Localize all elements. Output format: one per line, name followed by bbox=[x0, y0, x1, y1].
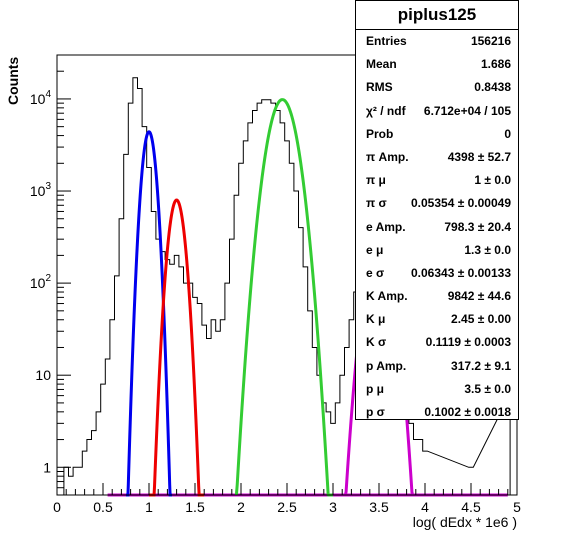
stats-key: Prob bbox=[366, 126, 394, 141]
stats-key: p μ bbox=[366, 381, 385, 396]
stats-rows: Entries 156216 Mean 1.686 RMS 0.8438 χ² / ndf 6… bbox=[356, 30, 518, 424]
stats-row: K Amp. 9842 ± 44.6 bbox=[356, 285, 518, 308]
stats-value: 6.712e+04 / 105 bbox=[423, 103, 511, 118]
stats-key: K μ bbox=[366, 312, 386, 327]
stats-key: π μ bbox=[366, 173, 386, 188]
x-tick-label: 3 bbox=[329, 499, 337, 515]
y-tick-label: 103 bbox=[30, 181, 52, 199]
x-tick-label: 1.5 bbox=[185, 499, 205, 515]
stats-row: K μ 2.45 ± 0.00 bbox=[356, 308, 518, 331]
stats-value: 1.3 ± 0.0 bbox=[464, 242, 511, 257]
y-axis-label: Counts bbox=[5, 57, 21, 105]
stats-key: e σ bbox=[366, 265, 385, 280]
x-tick-label: 4.5 bbox=[461, 499, 481, 515]
stats-key: Entries bbox=[366, 34, 407, 48]
stats-value: 1.686 bbox=[480, 57, 511, 72]
stats-key: RMS bbox=[366, 80, 393, 95]
x-tick-label: 2 bbox=[237, 499, 245, 515]
stats-value: 4398 ± 52.7 bbox=[447, 149, 511, 164]
x-tick-label: 5 bbox=[513, 499, 521, 515]
stats-row: Prob 0 bbox=[356, 123, 518, 146]
stats-row: χ² / ndf 6.712e+04 / 105 bbox=[356, 100, 518, 123]
x-tick-label: 3.5 bbox=[369, 499, 389, 515]
x-tick-label: 1 bbox=[145, 499, 153, 515]
stats-value: 1 ± 0.0 bbox=[474, 173, 511, 188]
stats-row: e σ 0.06343 ± 0.00133 bbox=[356, 262, 518, 285]
stats-value: 0.1002 ± 0.0018 bbox=[424, 405, 511, 419]
electron-fit-curve bbox=[149, 198, 205, 497]
stats-row: p μ 3.5 ± 0.0 bbox=[356, 378, 518, 401]
stats-value: 317.2 ± 9.1 bbox=[451, 358, 511, 373]
stats-row: Mean 1.686 bbox=[356, 53, 518, 76]
stats-key: π σ bbox=[366, 196, 387, 211]
stats-value: 9842 ± 44.6 bbox=[447, 289, 511, 304]
stats-row: e Amp. 798.3 ± 20.4 bbox=[356, 216, 518, 239]
stats-title: piplus125 bbox=[356, 1, 518, 30]
stats-key: p σ bbox=[366, 405, 385, 419]
pion-fit-curve bbox=[126, 130, 172, 497]
x-tick-label: 0 bbox=[53, 499, 61, 515]
x-tick-label: 2.5 bbox=[277, 499, 297, 515]
stats-value: 0.05354 ± 0.00049 bbox=[410, 196, 511, 211]
kaon-fit-curve bbox=[234, 98, 333, 497]
stats-value: 156216 bbox=[470, 34, 511, 48]
stats-row: K σ 0.1119 ± 0.0003 bbox=[356, 331, 518, 354]
stats-value: 0.06343 ± 0.00133 bbox=[410, 265, 511, 280]
stats-row: Entries 156216 bbox=[356, 30, 518, 53]
stats-value: 3.5 ± 0.0 bbox=[464, 381, 511, 396]
stats-key: e Amp. bbox=[366, 219, 406, 234]
stats-key: e μ bbox=[366, 242, 384, 257]
stats-row: π σ 0.05354 ± 0.00049 bbox=[356, 192, 518, 215]
stats-key: Mean bbox=[366, 57, 397, 72]
stats-key: K Amp. bbox=[366, 289, 408, 304]
y-tick-label: 102 bbox=[30, 273, 52, 291]
stats-key: π Amp. bbox=[366, 149, 409, 164]
y-tick-label: 10 bbox=[35, 367, 51, 383]
stats-value: 0.8438 bbox=[474, 80, 511, 95]
stats-value: 0.1119 ± 0.0003 bbox=[425, 335, 511, 350]
y-tick-label: 1 bbox=[43, 459, 51, 475]
stats-value: 0 bbox=[504, 126, 511, 141]
x-tick-label: 4 bbox=[421, 499, 429, 515]
x-axis-label: log( dEdx * 1e6 ) bbox=[413, 514, 517, 530]
stats-row: e μ 1.3 ± 0.0 bbox=[356, 239, 518, 262]
x-tick-label: 0.5 bbox=[93, 499, 113, 515]
stats-box: piplus125 Entries 156216 Mean 1.686 RMS 0.843… bbox=[355, 0, 519, 420]
stats-key: p Amp. bbox=[366, 358, 407, 373]
stats-row: RMS 0.8438 bbox=[356, 76, 518, 99]
y-tick-label: 104 bbox=[30, 89, 52, 107]
stats-row: π Amp. 4398 ± 52.7 bbox=[356, 146, 518, 169]
stats-key: K σ bbox=[366, 335, 387, 350]
stats-row: π μ 1 ± 0.0 bbox=[356, 169, 518, 192]
stats-row: p σ 0.1002 ± 0.0018 bbox=[356, 401, 518, 424]
stats-row: p Amp. 317.2 ± 9.1 bbox=[356, 355, 518, 378]
stats-value: 2.45 ± 0.00 bbox=[451, 312, 511, 327]
stats-key: χ² / ndf bbox=[366, 103, 406, 118]
stats-value: 798.3 ± 20.4 bbox=[444, 219, 511, 234]
